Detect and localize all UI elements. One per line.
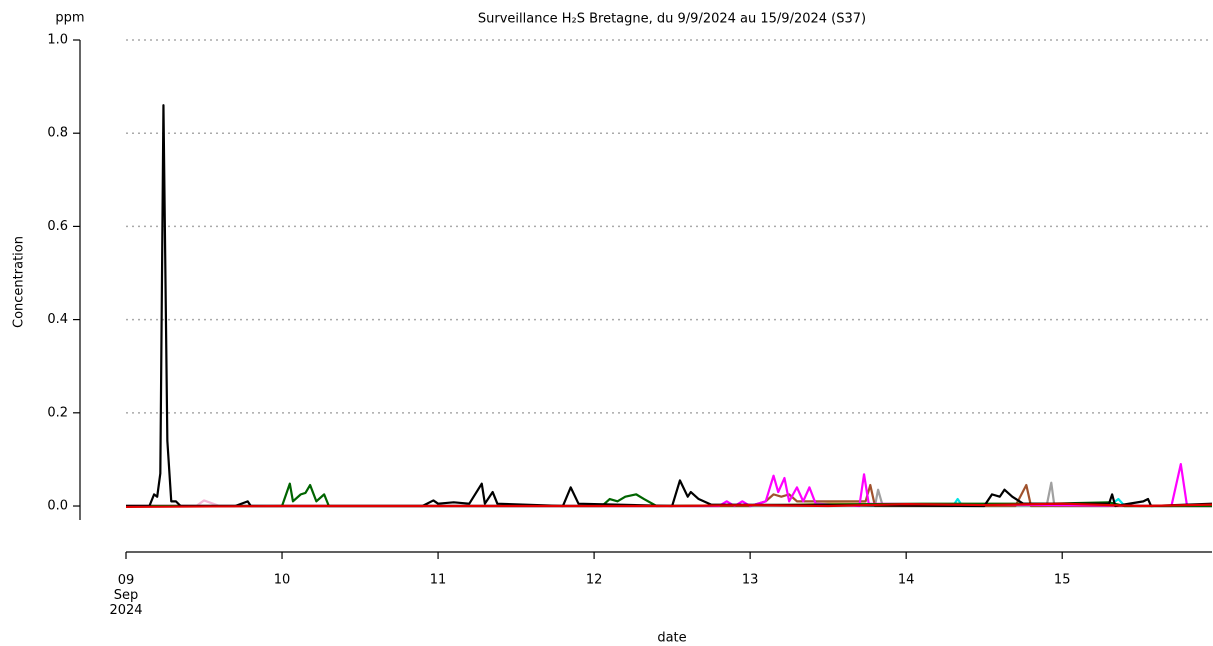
y-tick-label: 0.2 [47,405,68,420]
x-tick-label: 10 [274,573,291,588]
x-tick-label: 09 Sep 2024 [109,573,142,618]
y-tick-label: 0.8 [47,126,68,141]
x-tick-label: 12 [586,573,603,588]
series-line [125,502,1213,509]
y-tick-label: 0.0 [47,499,68,514]
y-axis-label: Concentration [12,236,27,328]
series-line [126,104,1213,508]
y-tick-label: 0.6 [47,219,68,234]
y-tick-label: 1.0 [47,33,68,48]
x-tick-label: 15 [1054,573,1071,588]
chart-title: Surveillance H₂S Bretagne, du 9/9/2024 a… [478,12,866,27]
x-tick-label: 14 [898,573,915,588]
series-line [126,482,1212,508]
y-unit: ppm [55,11,84,26]
x-tick-label: 13 [742,573,759,588]
x-tick-label: 11 [430,573,447,588]
y-tick-label: 0.4 [47,312,68,327]
x-axis-label: date [657,631,686,646]
